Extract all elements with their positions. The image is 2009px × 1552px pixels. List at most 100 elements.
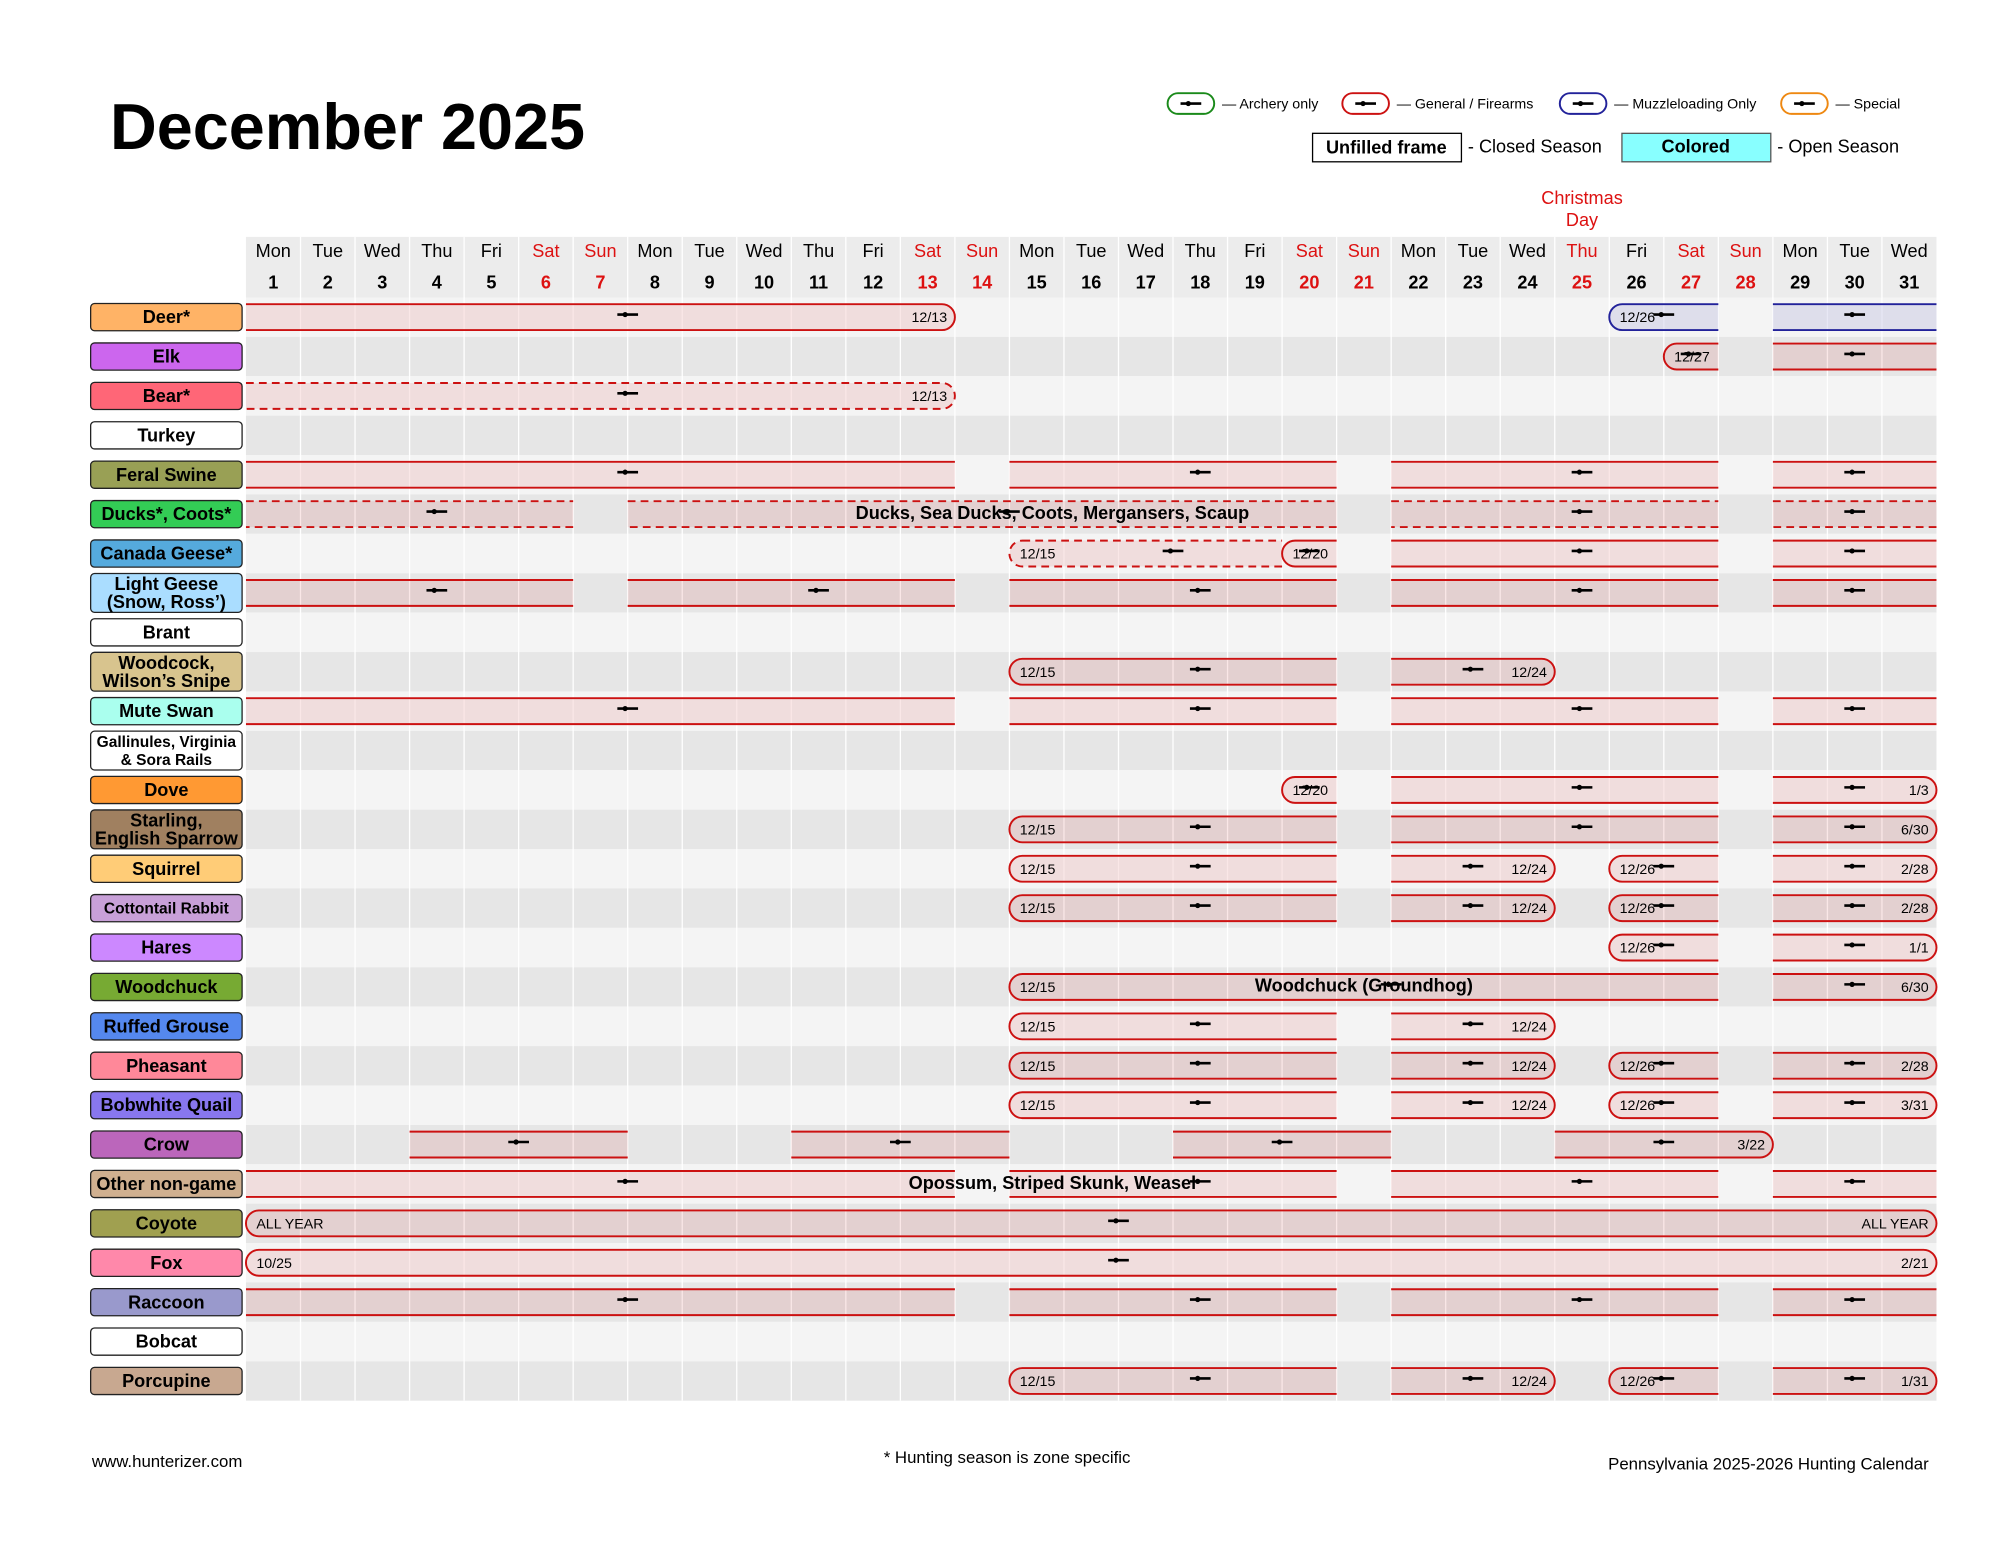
- season-bar: [1608, 1091, 1719, 1120]
- weapon-icon: [1576, 548, 1583, 554]
- date: 9: [704, 272, 714, 292]
- weapon-icon: [1658, 942, 1664, 948]
- season-end-label: 2/28: [1901, 901, 1929, 917]
- date: 11: [809, 272, 828, 292]
- species-label: Porcupine: [122, 1371, 211, 1391]
- date: 6: [541, 272, 551, 292]
- season-start-label: 12/15: [1020, 1059, 1056, 1075]
- species-label-box: [89, 1209, 243, 1238]
- season-end-label: 3/22: [1737, 1138, 1765, 1154]
- species-label-box: [89, 1012, 243, 1041]
- species-label: Turkey: [137, 425, 195, 445]
- weekday: Wed: [1127, 241, 1164, 261]
- weekday: Tue: [694, 241, 725, 261]
- season-fill: [1772, 934, 1937, 961]
- season-bar: [627, 500, 1337, 529]
- season-fill: [1391, 1052, 1555, 1079]
- season-end-label: 12/24: [1511, 862, 1547, 878]
- weapon-icon: [1195, 1178, 1201, 1184]
- species-label-box: [89, 854, 243, 883]
- season-bar: [1008, 1091, 1337, 1120]
- season-start-label: 12/26: [1620, 862, 1656, 878]
- date: 15: [1027, 272, 1047, 292]
- season-start-label: 12/27: [1674, 350, 1710, 366]
- weapon-icon: [1658, 311, 1664, 318]
- season-fill: [1772, 501, 1937, 528]
- season-fill: [1772, 304, 1937, 331]
- weapon-icon: [431, 587, 437, 593]
- weapon-icon: [1576, 824, 1583, 830]
- season-bar: [1391, 1367, 1556, 1395]
- species-label: Other non-game: [96, 1174, 236, 1194]
- season-fill: [1391, 1171, 1719, 1197]
- season-bar: [1008, 815, 1337, 844]
- weapon-icon: [1467, 863, 1473, 869]
- season-start-label: 12/15: [1020, 980, 1056, 996]
- species-label: Crow: [144, 1135, 190, 1155]
- species-label: Cottontail Rabbit: [104, 901, 229, 918]
- season-fill: [1009, 895, 1337, 922]
- weekday: Mon: [1019, 241, 1054, 261]
- season-fill: [1391, 777, 1719, 803]
- season-bar: [1772, 933, 1938, 962]
- weekday: Thu: [1185, 241, 1216, 261]
- date: 8: [650, 272, 660, 292]
- season-bar: [1008, 539, 1283, 568]
- season-end-label: 1/31: [1901, 1374, 1929, 1390]
- species-label-box: [89, 302, 243, 332]
- season-bar: [1772, 500, 1937, 529]
- season-bar: [245, 500, 574, 529]
- weapon-icon: [1576, 508, 1583, 515]
- date: 13: [918, 272, 938, 292]
- season-fill: [1772, 895, 1937, 922]
- season-end-label: 12/13: [912, 310, 948, 326]
- season-bar: [409, 1130, 628, 1159]
- weapon-icon: [1849, 351, 1855, 357]
- season-fill: [1009, 1013, 1337, 1040]
- species-label: (Snow, Ross’): [107, 592, 226, 612]
- species-label-box: [89, 421, 243, 450]
- row-band: [245, 730, 1937, 771]
- season-end-label: 1/3: [1909, 783, 1929, 799]
- weekday: Sat: [1296, 241, 1323, 261]
- weapon-icon: [1799, 100, 1805, 107]
- season-fill: [627, 580, 955, 606]
- season-fill: [1391, 855, 1555, 882]
- weapon-icon: [1849, 902, 1855, 909]
- species-label-box: [89, 499, 243, 529]
- season-bar: [1772, 1367, 1938, 1395]
- season-start-label: 12/26: [1620, 1374, 1656, 1390]
- date: 1: [268, 272, 278, 292]
- weapon-icon: [1849, 587, 1855, 593]
- season-bar: [1608, 1367, 1719, 1395]
- season-fill: [1772, 540, 1937, 567]
- species-label: Raccoon: [128, 1292, 204, 1312]
- season-fill: [245, 382, 955, 409]
- weapon-icon: [622, 1297, 628, 1303]
- season-fill: [1772, 777, 1937, 803]
- date: 31: [1899, 272, 1919, 292]
- weapon-icon: [1185, 100, 1191, 107]
- season-fill: [1009, 974, 1719, 1000]
- weekday: Tue: [1458, 241, 1489, 261]
- season-bar: [1608, 933, 1719, 962]
- species-label-box: [89, 1366, 243, 1396]
- season-start-label: 12/26: [1620, 941, 1656, 957]
- species-label-box: [89, 933, 243, 962]
- footer-center: * Hunting season is zone specific: [884, 1448, 1131, 1467]
- species-label: Elk: [153, 347, 181, 367]
- weekday: Wed: [1509, 241, 1546, 261]
- season-bar: [1772, 303, 1937, 332]
- weapon-icon: [1849, 1060, 1855, 1066]
- weapon-icon: [1658, 1375, 1664, 1381]
- weapon-icon: [1304, 548, 1310, 554]
- species-label: & Sora Rails: [121, 752, 212, 769]
- weapon-icon: [1195, 587, 1201, 593]
- season-bar: [1772, 973, 1938, 1001]
- weapon-icon: [431, 508, 437, 515]
- weapon-icon: [1195, 1297, 1201, 1303]
- weapon-icon: [1658, 902, 1664, 909]
- season-start-label: 12/15: [1020, 665, 1056, 681]
- season-bar: [1608, 1051, 1719, 1080]
- season-bar: [1772, 776, 1938, 804]
